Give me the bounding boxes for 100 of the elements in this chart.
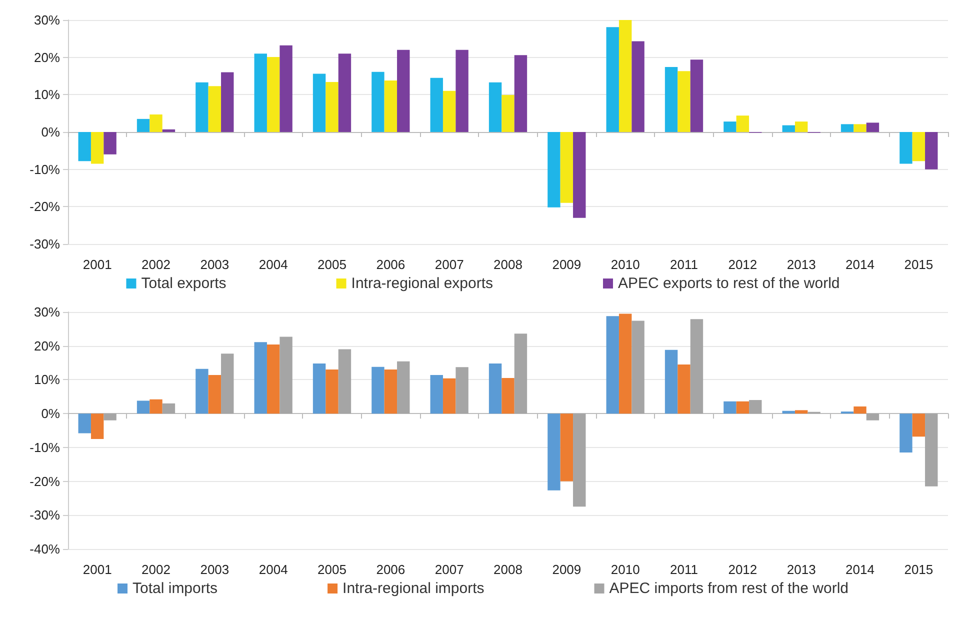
bar bbox=[690, 60, 704, 132]
y-tick-label: -40% bbox=[30, 542, 60, 556]
bar bbox=[912, 132, 926, 162]
y-tick-label: -10% bbox=[30, 440, 60, 455]
bar bbox=[573, 132, 586, 218]
bar bbox=[632, 320, 644, 414]
bar bbox=[606, 27, 619, 132]
bar bbox=[560, 414, 574, 482]
x-tick-label: 2012 bbox=[728, 562, 758, 577]
bar bbox=[618, 314, 632, 414]
y-tick-label: 20% bbox=[34, 50, 60, 65]
bar bbox=[782, 410, 795, 414]
bar bbox=[397, 361, 410, 414]
bar bbox=[724, 401, 736, 414]
bar bbox=[548, 414, 560, 490]
bar bbox=[736, 116, 750, 132]
legend-label: Intra-regional imports bbox=[342, 580, 484, 597]
y-tick-label: 30% bbox=[34, 304, 60, 320]
x-tick-label: 2009 bbox=[552, 562, 582, 577]
bar bbox=[372, 366, 384, 414]
bar bbox=[442, 90, 456, 132]
bar bbox=[430, 374, 443, 414]
x-tick-label: 2015 bbox=[904, 257, 934, 272]
x-tick-label: 2005 bbox=[318, 257, 346, 272]
x-tick-label: 2009 bbox=[552, 257, 582, 272]
bar bbox=[749, 400, 762, 414]
bar bbox=[678, 71, 690, 132]
bar bbox=[150, 399, 162, 414]
x-tick-label: 2008 bbox=[494, 562, 522, 577]
bar bbox=[326, 82, 338, 132]
y-tick-label: -20% bbox=[30, 474, 60, 489]
x-tick-label: 2004 bbox=[258, 562, 288, 577]
bar bbox=[312, 363, 326, 414]
y-tick-label: 0% bbox=[41, 124, 60, 140]
bar bbox=[456, 50, 468, 132]
bar bbox=[221, 354, 234, 414]
y-tick-label: -30% bbox=[30, 508, 60, 523]
bar bbox=[221, 72, 234, 132]
bar bbox=[162, 403, 176, 414]
bar bbox=[782, 125, 795, 132]
x-tick-label: 2004 bbox=[258, 257, 288, 272]
x-tick-label: 2005 bbox=[318, 562, 346, 577]
bar bbox=[384, 370, 398, 414]
x-tick-label: 2006 bbox=[376, 257, 406, 272]
bar bbox=[90, 132, 104, 164]
bar bbox=[196, 368, 208, 414]
bar bbox=[312, 74, 326, 132]
bar bbox=[384, 80, 398, 132]
bar bbox=[912, 414, 926, 437]
x-tick-label: 2010 bbox=[610, 562, 640, 577]
x-tick-label: 2011 bbox=[670, 257, 698, 272]
bar bbox=[618, 20, 632, 132]
bar bbox=[606, 316, 619, 414]
bar bbox=[502, 378, 514, 414]
bar bbox=[925, 414, 938, 486]
bar bbox=[208, 374, 222, 414]
bar bbox=[280, 336, 292, 414]
bar bbox=[208, 86, 222, 132]
bar bbox=[854, 124, 866, 132]
legend-label: Total exports bbox=[141, 275, 226, 292]
bar bbox=[678, 364, 690, 414]
bar bbox=[925, 132, 938, 170]
x-tick-label: 2002 bbox=[142, 562, 170, 577]
x-tick-label: 2006 bbox=[376, 562, 406, 577]
bar bbox=[690, 319, 704, 414]
bar bbox=[266, 56, 280, 132]
bar bbox=[196, 82, 208, 132]
bar bbox=[573, 414, 586, 507]
bar bbox=[514, 334, 528, 414]
bar bbox=[266, 344, 280, 414]
bar bbox=[866, 414, 880, 420]
bar bbox=[442, 378, 456, 414]
bar bbox=[840, 124, 854, 132]
bar bbox=[664, 350, 678, 414]
legend-label: Intra-regional exports bbox=[351, 275, 494, 292]
bar bbox=[488, 82, 502, 132]
bar bbox=[724, 122, 736, 132]
bar bbox=[560, 132, 574, 203]
x-tick-label: 2001 bbox=[82, 257, 112, 272]
x-tick-label: 2008 bbox=[494, 257, 522, 272]
y-tick-label: 30% bbox=[34, 12, 60, 28]
x-tick-label: 2003 bbox=[200, 562, 230, 577]
bar bbox=[736, 401, 750, 414]
y-tick-label: -10% bbox=[30, 162, 60, 177]
bar bbox=[104, 414, 116, 420]
legend-label: APEC exports to rest of the world bbox=[618, 275, 840, 292]
x-tick-label: 2007 bbox=[434, 257, 464, 272]
x-tick-label: 2013 bbox=[786, 562, 816, 577]
x-tick-label: 2015 bbox=[904, 562, 934, 577]
bar bbox=[664, 67, 678, 132]
y-tick-label: -30% bbox=[30, 236, 60, 252]
y-tick-label: 10% bbox=[34, 87, 60, 102]
x-tick-label: 2012 bbox=[728, 257, 758, 272]
bar bbox=[900, 414, 912, 453]
bar bbox=[326, 370, 338, 414]
bar bbox=[514, 55, 528, 132]
bar bbox=[254, 54, 267, 132]
bar bbox=[136, 118, 150, 132]
x-tick-label: 2010 bbox=[610, 257, 640, 272]
bar bbox=[548, 132, 560, 208]
